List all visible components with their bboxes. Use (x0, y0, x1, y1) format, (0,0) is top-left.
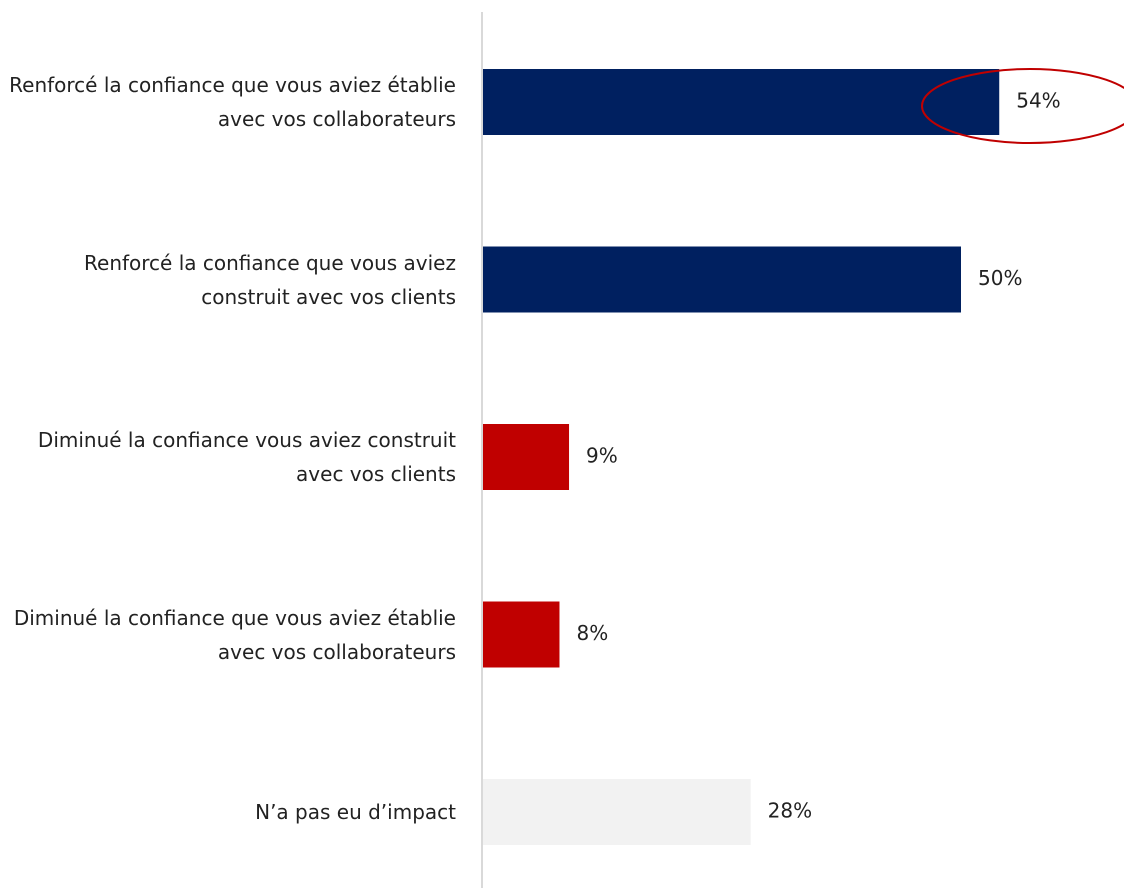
value-label: 54% (1016, 89, 1060, 113)
category-label: Renforcé la confiance que vous aviez con… (84, 250, 456, 309)
bar (483, 424, 570, 490)
category-label: Diminué la confiance vous aviez construi… (37, 428, 456, 486)
value-label: 28% (768, 799, 812, 823)
bar (483, 69, 1000, 135)
category-label: N’a pas eu d’impact (255, 800, 456, 824)
category-label: Renforcé la confiance que vous aviez éta… (9, 73, 456, 131)
bar (483, 601, 560, 668)
highlight-ellipse (921, 68, 1124, 144)
value-label: 50% (978, 266, 1022, 290)
category-label: Diminué la confiance que vous aviez étab… (13, 605, 456, 664)
value-label: 9% (586, 444, 618, 468)
bar (483, 779, 751, 845)
value-label: 8% (576, 621, 608, 645)
bar (483, 246, 961, 313)
